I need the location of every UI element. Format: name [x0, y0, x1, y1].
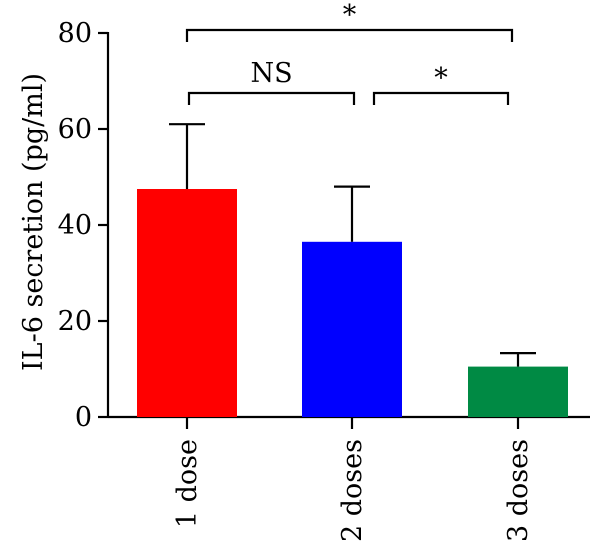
y-axis-title: IL-6 secretion (pg/ml) [18, 73, 49, 371]
y-tick-label: 0 [75, 402, 92, 433]
significance-label: NS [250, 58, 292, 89]
bar [468, 366, 568, 417]
plot-area: 0 20 40 60 80 1 dose 2 doses 3 doses * NS * [58, 0, 590, 542]
y-tick-label: 20 [58, 306, 92, 337]
x-tick-label: 1 dose [172, 439, 203, 528]
y-tick-label: 80 [58, 18, 92, 49]
significance-bracket [372, 91, 510, 105]
bar [137, 189, 237, 417]
x-tick-label: 2 doses [337, 439, 368, 542]
significance-bracket [187, 91, 356, 105]
y-tick-label: 60 [58, 114, 92, 145]
bar [302, 241, 402, 417]
significance-bracket [185, 28, 514, 42]
significance-label: * [434, 63, 448, 94]
significance-label: * [343, 0, 357, 31]
y-tick-label: 40 [58, 210, 92, 241]
x-tick-label: 3 doses [503, 439, 534, 542]
